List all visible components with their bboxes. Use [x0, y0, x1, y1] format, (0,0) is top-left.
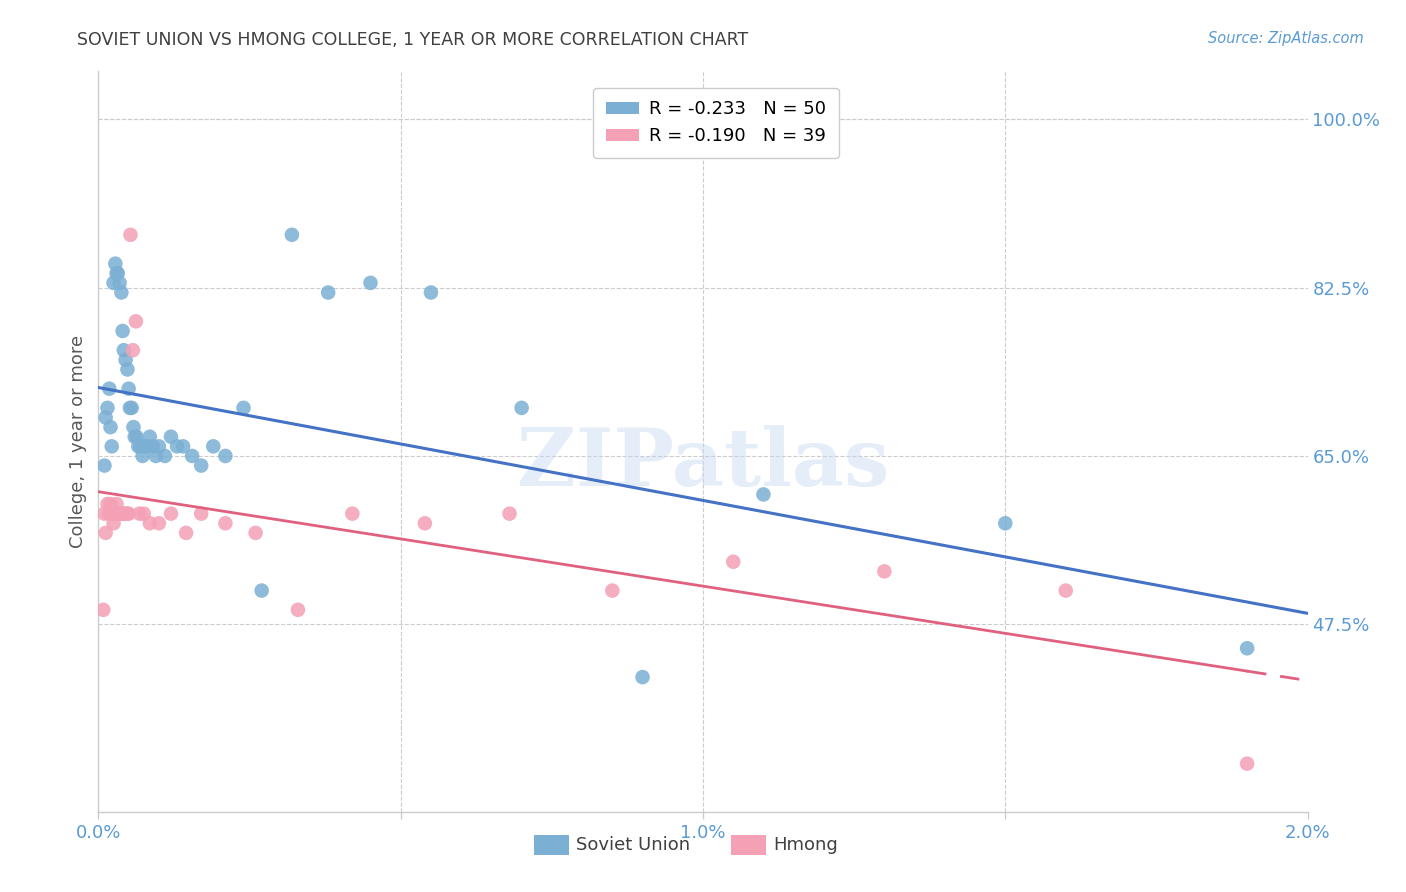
Point — [139, 430, 162, 444]
Point — [104, 507, 127, 521]
Legend: R = -0.233   N = 50, R = -0.190   N = 39: R = -0.233 N = 50, R = -0.190 N = 39 — [593, 87, 839, 158]
Point — [100, 497, 122, 511]
Point — [131, 449, 153, 463]
Point — [112, 507, 135, 521]
Point — [114, 507, 136, 521]
Point — [111, 324, 134, 338]
Point — [602, 583, 624, 598]
Point — [117, 507, 139, 521]
Point — [232, 401, 254, 415]
Point — [105, 497, 128, 511]
Point — [114, 352, 136, 367]
Point — [128, 507, 150, 521]
Point — [125, 430, 148, 444]
Point — [103, 276, 125, 290]
Point — [148, 439, 170, 453]
Point — [121, 401, 143, 415]
Point — [96, 401, 118, 415]
Point — [132, 507, 155, 521]
Point — [93, 458, 115, 473]
Point — [360, 276, 382, 290]
Point — [631, 670, 654, 684]
Point — [91, 603, 114, 617]
Point — [148, 516, 170, 531]
Point — [287, 603, 309, 617]
Point — [752, 487, 775, 501]
Point — [108, 507, 131, 521]
Point — [1236, 756, 1258, 771]
Point — [107, 507, 129, 521]
Point — [118, 507, 141, 521]
Point — [316, 285, 339, 300]
Point — [342, 507, 364, 521]
Point — [190, 458, 212, 473]
Point — [108, 276, 131, 290]
Point — [281, 227, 304, 242]
Point — [135, 439, 157, 453]
Point — [174, 525, 197, 540]
Point — [1236, 641, 1258, 656]
Point — [250, 583, 273, 598]
Point — [124, 430, 146, 444]
Point — [873, 565, 896, 579]
Point — [172, 439, 194, 453]
Point — [994, 516, 1017, 531]
Point — [105, 266, 128, 280]
Point — [122, 343, 145, 358]
Point — [160, 430, 183, 444]
Point — [104, 257, 127, 271]
Text: ZIPatlas: ZIPatlas — [517, 425, 889, 503]
Point — [94, 410, 117, 425]
Point — [112, 343, 135, 358]
Point — [94, 525, 117, 540]
Point — [96, 497, 118, 511]
Point — [214, 516, 236, 531]
Text: Source: ZipAtlas.com: Source: ZipAtlas.com — [1208, 31, 1364, 46]
Point — [120, 227, 142, 242]
Point — [190, 507, 212, 521]
Point — [420, 285, 443, 300]
Point — [245, 525, 267, 540]
Point — [98, 382, 121, 396]
Point — [153, 449, 176, 463]
Point — [110, 507, 132, 521]
Point — [107, 266, 129, 280]
Text: Soviet Union: Soviet Union — [576, 836, 690, 854]
Point — [110, 285, 132, 300]
Point — [118, 401, 141, 415]
Point — [129, 439, 152, 453]
Point — [498, 507, 520, 521]
Text: Hmong: Hmong — [773, 836, 838, 854]
Point — [122, 420, 145, 434]
Point — [118, 382, 141, 396]
Point — [127, 439, 149, 453]
Point — [510, 401, 533, 415]
Point — [413, 516, 436, 531]
Y-axis label: College, 1 year or more: College, 1 year or more — [69, 335, 87, 548]
Point — [723, 555, 745, 569]
Point — [142, 439, 165, 453]
Point — [125, 314, 148, 328]
Point — [160, 507, 183, 521]
Point — [93, 507, 115, 521]
Point — [214, 449, 236, 463]
Point — [98, 507, 121, 521]
Point — [103, 516, 125, 531]
Point — [1054, 583, 1077, 598]
Point — [117, 362, 139, 376]
Text: SOVIET UNION VS HMONG COLLEGE, 1 YEAR OR MORE CORRELATION CHART: SOVIET UNION VS HMONG COLLEGE, 1 YEAR OR… — [77, 31, 748, 49]
Point — [166, 439, 188, 453]
Point — [134, 439, 156, 453]
Point — [145, 449, 167, 463]
Point — [100, 507, 122, 521]
Point — [181, 449, 204, 463]
Point — [100, 439, 122, 453]
Point — [139, 516, 162, 531]
Point — [202, 439, 225, 453]
Point — [100, 420, 122, 434]
Point — [111, 507, 134, 521]
